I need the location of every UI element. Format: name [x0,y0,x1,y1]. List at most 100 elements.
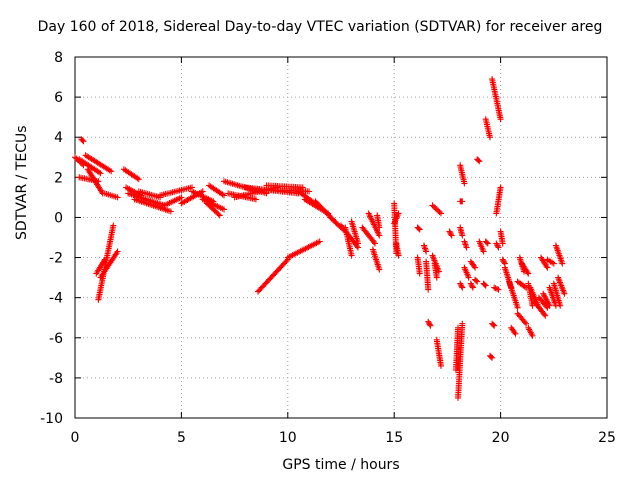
x-tick-label: 0 [71,430,80,446]
data-point [508,324,519,337]
data-point [550,280,564,309]
data-point [101,190,121,201]
data-point [531,298,549,319]
x-tick-label: 25 [598,430,616,446]
plot-border [74,56,608,419]
data-point [552,242,566,267]
data-point [489,320,498,329]
data-point [76,156,104,177]
data-point [506,278,521,311]
data-point [78,136,87,145]
data-point [476,238,487,255]
data-point [457,198,466,205]
data-point [461,264,472,281]
x-tick-label: 10 [279,430,297,446]
data-point [433,336,444,369]
data-point [82,152,115,175]
data-point [518,260,532,277]
data-point [452,324,461,373]
x-tick-label: 5 [177,430,186,446]
data-point [131,196,174,215]
y-tick-label: 2 [54,170,63,186]
data-point [544,256,557,267]
data-point [525,324,536,339]
y-axis-label: SDTVAR / TECUs [14,125,30,240]
data-point [359,224,378,247]
data-point [414,224,423,233]
data-point [393,240,402,259]
data-point [76,174,102,185]
data-point [457,280,466,291]
data-point [203,200,223,219]
data-point [120,166,142,183]
data-point [480,280,489,289]
data-point [414,254,423,277]
data-point [482,116,493,141]
y-tick-label: -8 [49,371,63,387]
data-point [474,156,483,165]
data-point [157,184,195,199]
data-point [467,258,479,271]
data-point [491,284,502,293]
x-tick-label: 15 [385,430,403,446]
data-point [123,184,144,199]
data-point [255,256,291,295]
y-tick-label: 8 [54,50,63,66]
data-point [482,238,491,247]
data-point [97,248,121,281]
data-point [135,188,164,201]
data-point [431,260,440,281]
data-point [540,290,553,309]
data-point [546,284,559,309]
data-point [125,190,168,209]
data-point [487,352,496,361]
data-point [391,200,400,257]
data-point [391,210,402,227]
y-tick-label: -10 [40,411,63,427]
data-point [425,318,434,329]
data-point [493,184,504,217]
data-point [206,182,227,199]
grid [75,57,607,418]
data-point [461,238,470,251]
data-point [421,242,430,255]
data-point [535,294,551,311]
data-point [446,228,455,239]
y-tick-label: 6 [54,90,63,106]
data-point [93,256,108,277]
data-point [514,310,530,327]
data-point [199,196,227,213]
data-point [369,246,383,273]
y-tick-label: -4 [49,291,63,307]
data-point [499,256,508,267]
x-tick-label: 20 [492,430,510,446]
data-point [342,224,355,259]
data-point [429,202,444,217]
data-point [497,228,506,247]
data-point [457,224,466,239]
data-point [493,240,502,251]
chart-title: Day 160 of 2018, Sidereal Day-to-day VTE… [37,19,603,35]
y-tick-label: 4 [54,130,63,146]
data-point [374,212,383,231]
data-point [189,188,217,205]
x-axis-label: GPS time / hours [282,457,400,473]
data-point [365,210,383,239]
data-point [284,238,323,261]
data-points [72,76,568,401]
data-point [161,194,185,209]
data-point [538,254,551,271]
y-tick-label: 0 [54,210,63,226]
data-point [467,280,476,291]
axes [74,56,608,419]
data-point [423,258,432,293]
data-point [348,218,361,247]
data-point [489,76,504,123]
data-point [555,274,568,297]
data-point [263,182,306,191]
data-point [472,276,481,285]
y-tick-label: -6 [49,331,63,347]
y-tick-label: -2 [49,251,63,267]
tick-labels: 0 5 10 15 20 25 -10 -8 -6 -4 -2 0 2 4 6 8 [40,50,616,446]
